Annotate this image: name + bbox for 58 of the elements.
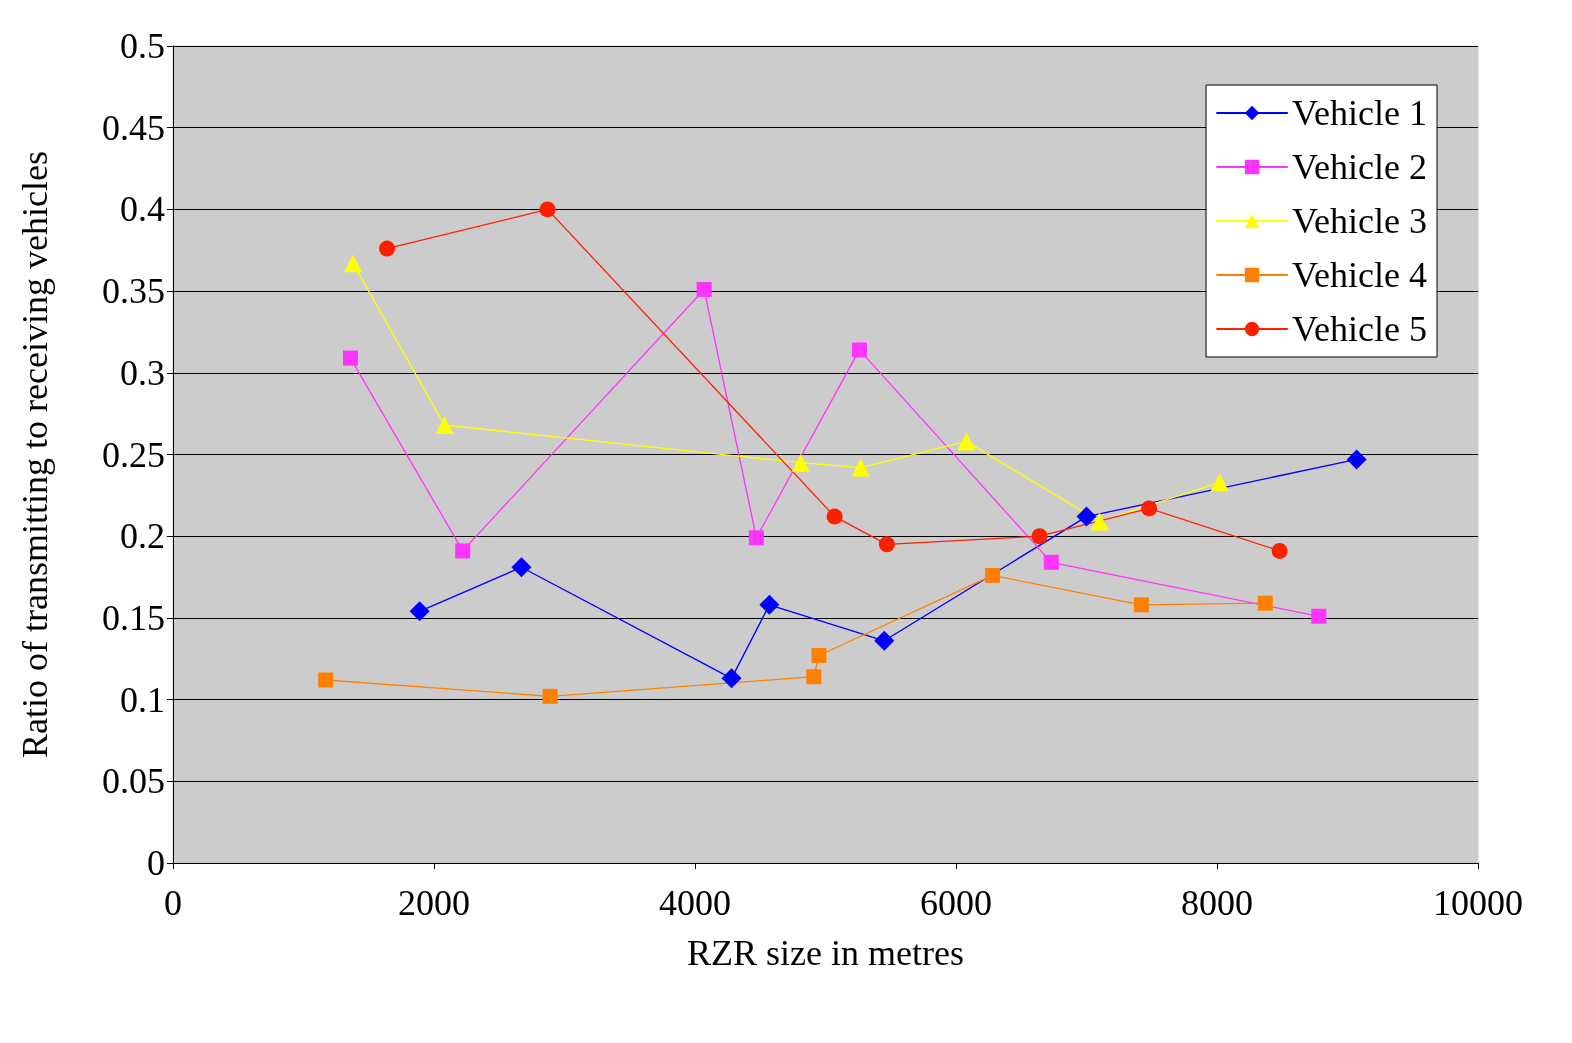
point	[511, 557, 532, 578]
point	[542, 688, 558, 704]
point	[1210, 473, 1229, 492]
point	[851, 342, 867, 358]
point	[957, 432, 976, 451]
point	[721, 668, 742, 689]
point	[811, 647, 827, 663]
y-tick-label: 0.2	[120, 516, 165, 557]
legend-label: Vehicle 5	[1292, 309, 1428, 349]
y-tick-label: 0	[147, 843, 165, 883]
point	[874, 630, 895, 651]
point	[826, 508, 843, 525]
legend-label: Vehicle 2	[1292, 147, 1428, 187]
point	[409, 601, 430, 622]
point	[1346, 449, 1367, 470]
x-tick-label: 10000	[1433, 883, 1523, 923]
point	[435, 416, 454, 435]
point	[1031, 528, 1048, 545]
point	[539, 201, 556, 218]
point	[806, 669, 822, 685]
point	[1133, 597, 1149, 613]
x-tick-label: 8000	[1181, 883, 1253, 923]
y-tick-label: 0.5	[120, 26, 165, 66]
point	[1076, 506, 1097, 527]
point	[1257, 595, 1273, 611]
y-tick-label: 0.15	[102, 597, 165, 638]
x-axis-title: RZR size in metres	[687, 933, 964, 973]
point	[455, 543, 471, 559]
point	[748, 530, 764, 546]
legend-label: Vehicle 3	[1292, 201, 1428, 241]
point	[985, 567, 1001, 583]
y-axis-title: Ratio of transmitting to receiving vehicles	[15, 151, 55, 758]
x-tick-label: 2000	[398, 883, 470, 923]
y-tick-label: 0.45	[102, 107, 165, 148]
legend-label: Vehicle 4	[1292, 255, 1428, 295]
point	[696, 281, 712, 297]
point	[878, 536, 895, 553]
y-tick-label: 0.4	[120, 189, 165, 230]
x-tick-label: 6000	[920, 883, 992, 923]
point	[342, 350, 358, 366]
y-tick-label: 0.3	[120, 352, 165, 393]
point	[1141, 500, 1158, 517]
point	[1271, 542, 1288, 559]
point	[379, 240, 396, 257]
x-tick-label: 4000	[659, 883, 731, 923]
y-tick-label: 0.1	[120, 679, 165, 720]
point	[1090, 512, 1109, 531]
y-tick-label: 0.35	[102, 271, 165, 312]
point	[851, 458, 870, 477]
y-tick-label: 0.05	[102, 761, 165, 802]
point	[1043, 554, 1059, 570]
y-tick-label: 0.25	[102, 434, 165, 475]
point	[791, 453, 810, 472]
legend-label: Vehicle 1	[1292, 93, 1428, 133]
point	[1311, 608, 1327, 624]
point	[318, 672, 334, 688]
point	[344, 254, 363, 273]
point	[759, 594, 780, 615]
